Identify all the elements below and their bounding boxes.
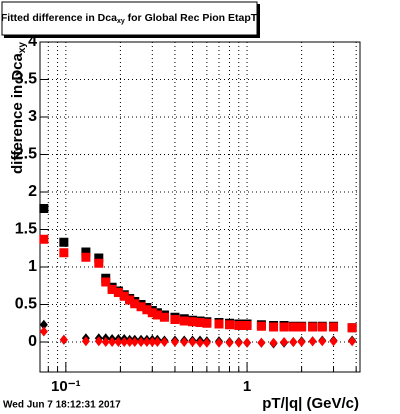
diamond-marker [348,336,357,347]
title-subscript: xy [117,18,125,25]
diamond-marker [180,337,189,347]
square-marker [94,258,104,268]
y-tick-label: 3 [28,108,37,125]
diamond-marker [59,334,68,345]
y-tick-label: 1.5 [15,221,37,238]
square-marker [81,252,91,262]
diamond-marker [257,337,266,348]
square-marker [152,310,162,320]
diamond-marker [188,337,197,347]
diamond-marker [81,336,90,347]
square-marker [297,322,307,332]
square-marker [256,321,266,331]
square-marker [142,305,152,315]
square-marker [130,299,140,309]
square-marker [288,322,298,332]
y-tick-label: 4 [28,33,37,50]
x-tick-label: 1 [243,378,251,395]
diamond-marker [297,337,306,347]
square-marker [147,308,157,318]
square-marker [179,316,189,326]
square-marker [188,317,198,327]
square-marker [101,277,111,287]
square-marker [214,319,224,329]
x-tick-label: 10⁻¹ [51,378,81,395]
title-box [1,1,258,36]
diamond-marker [120,337,129,347]
square-marker [195,318,205,327]
diamond-marker [130,337,139,347]
diamond-marker [170,337,179,347]
timestamp: Wed Jun 7 18:12:31 2017 [3,400,121,411]
square-marker [347,323,357,333]
square-marker [59,248,69,258]
diamond-marker [269,337,278,348]
y-axis-label: difference in Dcaxy [9,42,28,174]
diamond-marker [280,337,289,347]
square-marker [234,321,244,330]
diamond-marker [108,337,117,347]
y-tick-label: 2 [28,183,37,200]
diamond-marker [101,337,110,347]
y-tick-label: 0 [28,333,37,350]
diamond-marker [142,337,151,347]
diamond-marker [196,337,205,348]
diamond-marker [94,336,103,347]
square-marker [279,322,289,332]
square-marker [39,204,49,213]
diamond-marker [148,337,157,347]
square-marker [242,321,252,330]
y-tick-label: 0.5 [15,296,37,313]
y-tick-label: 1 [28,258,37,275]
diamond-marker [243,337,252,348]
square-marker [119,291,129,301]
square-marker [136,302,146,312]
title-main: Fitted difference in Dca [1,12,117,24]
diamond-marker [114,337,123,347]
diamond-marker [125,337,134,347]
diamond-marker [153,337,162,347]
square-marker [39,234,49,244]
diamond-marker [234,337,243,348]
diamond-marker [329,336,338,347]
square-marker [125,295,135,305]
x-axis-label: pT/|q| (GeV/c) [262,395,359,412]
square-marker [113,288,123,297]
diamond-marker [214,337,223,348]
y-label-subscript: xy [17,42,28,54]
square-marker [317,322,327,332]
diamond-marker [39,326,48,337]
diamond-marker [225,337,234,348]
square-marker [159,312,169,322]
square-marker [308,322,318,332]
square-marker [329,322,339,332]
square-marker [59,237,69,247]
square-marker [170,315,180,324]
chart-title: Fitted difference in Dcaxy for Global Re… [1,12,258,25]
y-tick-label: 3.5 [15,71,37,88]
diamond-marker [202,337,211,348]
diamond-marker [137,337,146,347]
title-rest: for Global Rec Pion EtapT [125,12,258,24]
square-marker [202,318,212,328]
diamond-marker [318,336,327,347]
square-marker [269,322,279,332]
square-marker [94,253,104,263]
diamond-marker [289,337,298,347]
square-marker [225,320,235,330]
y-label-main: difference in Dca [9,52,26,174]
square-marker [81,247,91,257]
y-tick-label: 2.5 [15,146,37,163]
diamond-marker [160,337,169,347]
diamond-marker [308,336,317,347]
square-marker [107,285,117,294]
diamond-marker [39,319,48,330]
